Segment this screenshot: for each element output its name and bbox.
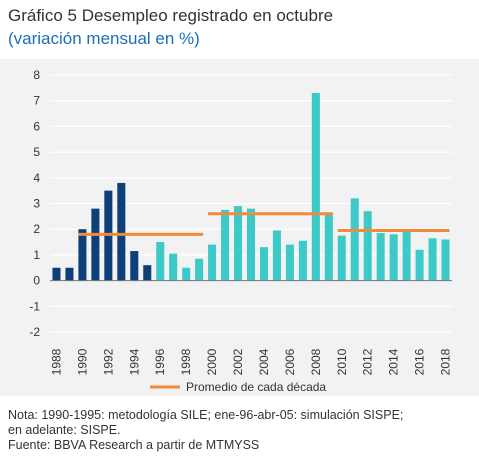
y-tick-label: 6 <box>33 119 40 133</box>
bar <box>259 247 268 281</box>
y-tick-label: 8 <box>33 68 40 82</box>
bar <box>246 208 256 281</box>
bar <box>441 239 450 281</box>
y-tick-label: 3 <box>33 197 40 211</box>
y-tick-label: 0 <box>33 274 40 288</box>
bar <box>363 211 372 281</box>
bar <box>311 92 320 281</box>
footnote-note-line-1: Nota: 1990-1995: metodología SILE; ene-9… <box>8 408 404 422</box>
y-tick-label: 7 <box>33 94 40 108</box>
bar <box>350 198 359 281</box>
title-block: Gráfico 5 Desempleo registrado en octubr… <box>0 0 479 59</box>
footnote-source: Fuente: BBVA Research a partir de MTMYSS <box>8 438 260 452</box>
bar <box>298 240 307 281</box>
bar <box>337 235 346 281</box>
bar <box>376 233 385 281</box>
bar <box>208 244 217 281</box>
bar <box>195 258 204 281</box>
y-tick-label: 2 <box>33 222 40 236</box>
bar <box>143 265 152 281</box>
bar <box>402 231 411 281</box>
legend-label: Promedio de cada década <box>186 380 326 394</box>
x-tick-label: 2010 <box>335 348 349 375</box>
chart-title: Gráfico 5 Desempleo registrado en octubr… <box>8 6 334 25</box>
bar <box>156 242 165 281</box>
x-tick-label: 2012 <box>361 348 375 375</box>
chart-subtitle: (variación mensual en %) <box>8 29 200 48</box>
x-tick-label: 1992 <box>101 348 115 375</box>
bar <box>221 209 230 281</box>
y-tick-label: 1 <box>33 248 40 262</box>
bar <box>415 249 424 281</box>
bar <box>234 206 243 281</box>
x-tick-label: 2004 <box>257 348 271 375</box>
bar <box>52 267 61 281</box>
x-tick-label: 2016 <box>413 348 427 375</box>
y-tick-label: -2 <box>29 325 40 339</box>
bar <box>65 267 74 281</box>
x-tick-label: 1998 <box>179 348 193 375</box>
y-tick-label: 4 <box>33 171 40 185</box>
x-tick-label: 1988 <box>49 348 63 375</box>
bar <box>169 253 178 281</box>
bar <box>324 213 333 281</box>
y-tick-label: 5 <box>33 145 40 159</box>
x-tick-label: 2002 <box>231 348 245 375</box>
x-tick-label: 1990 <box>75 348 89 375</box>
bar <box>78 229 87 281</box>
footnote: Nota: 1990-1995: metodología SILE; ene-9… <box>8 408 473 453</box>
x-tick-label: 2008 <box>309 348 323 375</box>
y-tick-label: -1 <box>29 299 40 313</box>
footnote-note-line-2: en adelante: SISPE. <box>8 423 121 437</box>
bar <box>285 244 294 281</box>
bar-chart: -2 -1 0 1 2 3 4 5 6 7 8 1988 1990 1992 1994 1996 1998 200… <box>29 68 453 394</box>
x-tick-label: 2006 <box>283 348 297 375</box>
x-tick-label: 2014 <box>387 348 401 375</box>
x-tick-label: 1996 <box>153 348 167 375</box>
x-tick-label: 2018 <box>439 348 453 375</box>
bar <box>117 182 126 281</box>
bar <box>428 238 437 281</box>
x-tick-label: 2000 <box>205 348 219 375</box>
bar <box>91 208 100 281</box>
bar <box>389 234 398 281</box>
chart-panel: -2 -1 0 1 2 3 4 5 6 7 8 1988 1990 1992 1994 1996 1998 200… <box>0 59 479 396</box>
bar <box>182 267 191 281</box>
bar <box>272 230 281 281</box>
x-tick-label: 1994 <box>127 348 141 375</box>
bar <box>130 251 139 281</box>
